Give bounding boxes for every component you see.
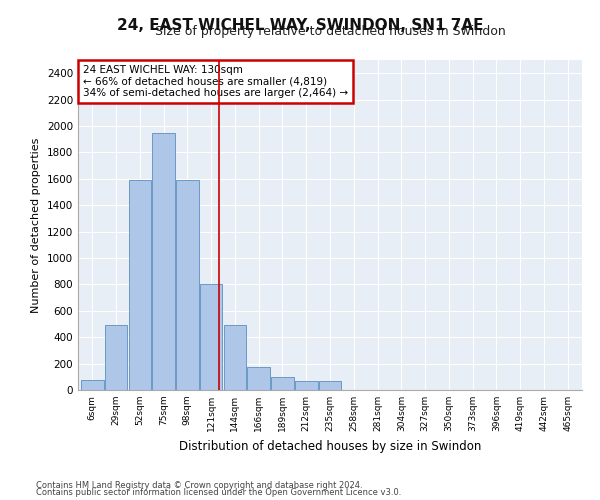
Bar [271,377,294,390]
Bar [319,382,341,390]
Bar [128,180,151,390]
X-axis label: Distribution of detached houses by size in Swindon: Distribution of detached houses by size … [179,440,481,452]
Y-axis label: Number of detached properties: Number of detached properties [31,138,41,312]
Bar [176,180,199,390]
Title: Size of property relative to detached houses in Swindon: Size of property relative to detached ho… [155,25,505,38]
Text: 24, EAST WICHEL WAY, SWINDON, SN1 7AE: 24, EAST WICHEL WAY, SWINDON, SN1 7AE [117,18,483,32]
Text: Contains HM Land Registry data © Crown copyright and database right 2024.: Contains HM Land Registry data © Crown c… [36,480,362,490]
Bar [200,284,223,390]
Bar [247,367,270,390]
Text: 24 EAST WICHEL WAY: 130sqm
← 66% of detached houses are smaller (4,819)
34% of s: 24 EAST WICHEL WAY: 130sqm ← 66% of deta… [83,65,348,98]
Text: Contains public sector information licensed under the Open Government Licence v3: Contains public sector information licen… [36,488,401,497]
Bar [295,382,317,390]
Bar [105,326,127,390]
Bar [152,132,175,390]
Bar [224,326,246,390]
Bar [81,380,104,390]
